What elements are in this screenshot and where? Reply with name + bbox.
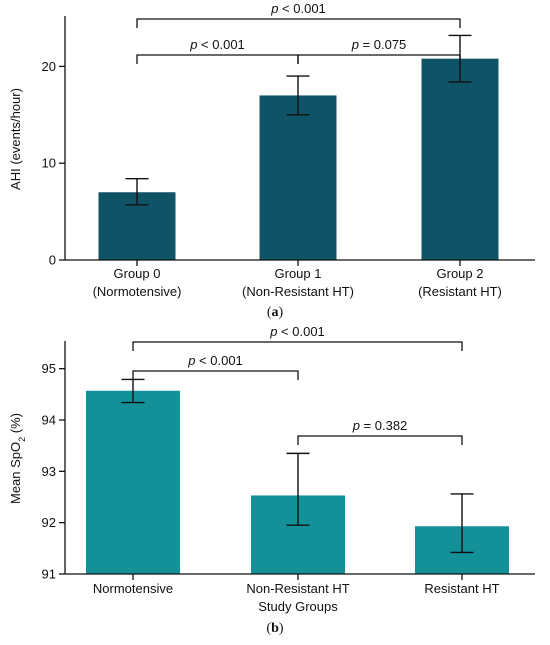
panel-a-bar bbox=[421, 58, 499, 260]
panel-b-label: (b) bbox=[266, 621, 283, 636]
panel-a-y-axis-title: AHI (events/hour) bbox=[8, 88, 23, 190]
panel-b-y-tick-label: 93 bbox=[42, 464, 56, 479]
panel-b-x-axis-title: Study Groups bbox=[258, 599, 338, 614]
panel-b-x-tick-label: Resistant HT bbox=[424, 581, 499, 596]
panel-b-bar bbox=[86, 390, 180, 574]
panel-a-x-tick-label: (Resistant HT) bbox=[418, 284, 502, 299]
panel-b-significance-bracket: p < 0.001 bbox=[132, 324, 463, 351]
panel-b-significance-bracket: p = 0.382 bbox=[297, 418, 463, 445]
panel-b-p-value-label: p < 0.001 bbox=[187, 353, 243, 368]
panel-a-x-tick-label: (Normotensive) bbox=[93, 284, 182, 299]
panel-a-y-tick-label: 10 bbox=[42, 156, 56, 171]
panel-a-bracket-line bbox=[136, 54, 299, 64]
panel-a-significance-bracket: p = 0.075 bbox=[297, 37, 461, 64]
panel-a-x-tick-label: Group 0 bbox=[114, 266, 161, 281]
panel-a-x-tick-label: Group 2 bbox=[437, 266, 484, 281]
panel-b-y-tick-label: 91 bbox=[42, 567, 56, 582]
panel-a-p-value-label: p < 0.001 bbox=[189, 37, 245, 52]
panel-b-bracket-line bbox=[297, 435, 463, 445]
panel-b-y-tick-label: 94 bbox=[42, 413, 56, 428]
panel-b-p-value-label: p = 0.382 bbox=[352, 418, 408, 433]
panel-a-error-bar bbox=[125, 177, 149, 206]
panel-a-bar bbox=[259, 95, 337, 260]
panel-b-chart: 91 92 93 94 95 Normotensive Non-Resistant HT Re… bbox=[8, 324, 535, 636]
panel-b-y-axis-title: Mean SpO2 (%) bbox=[8, 413, 27, 504]
panel-a-error-bar bbox=[286, 75, 310, 116]
panel-a-p-value-label: p = 0.075 bbox=[351, 37, 407, 52]
panel-a-label: (a) bbox=[267, 305, 284, 320]
panel-b-significance-bracket: p < 0.001 bbox=[132, 353, 299, 380]
panel-a-bracket-line bbox=[136, 18, 461, 28]
panel-a-x-tick-label: (Non-Resistant HT) bbox=[242, 284, 354, 299]
panel-a-significance-bracket: p < 0.001 bbox=[136, 1, 461, 28]
panel-b-y-tick-label: 92 bbox=[42, 515, 56, 530]
panel-a-significance-bracket: p < 0.001 bbox=[136, 37, 299, 64]
panel-a-y-tick-label: 20 bbox=[42, 59, 56, 74]
panel-b-bracket-line bbox=[132, 370, 299, 380]
panel-b-p-value-label: p < 0.001 bbox=[269, 324, 325, 339]
panel-a-p-value-label: p < 0.001 bbox=[270, 1, 326, 16]
panel-a-bracket-line bbox=[297, 54, 461, 64]
panel-a-y-tick-label: 0 bbox=[49, 253, 56, 268]
panel-b-error-bar bbox=[286, 452, 310, 526]
panel-b-x-tick-label: Normotensive bbox=[93, 581, 173, 596]
panel-b-x-tick-label: Non-Resistant HT bbox=[246, 581, 349, 596]
panel-a-x-tick-label: Group 1 bbox=[275, 266, 322, 281]
panel-b-error-bar bbox=[450, 493, 474, 554]
panel-b-bracket-line bbox=[132, 341, 463, 351]
panel-b-y-tick-label: 95 bbox=[42, 361, 56, 376]
panel-a-chart: 0 10 20 Group 0 (Normotensive) Group 1 (Non-Re… bbox=[8, 1, 535, 320]
